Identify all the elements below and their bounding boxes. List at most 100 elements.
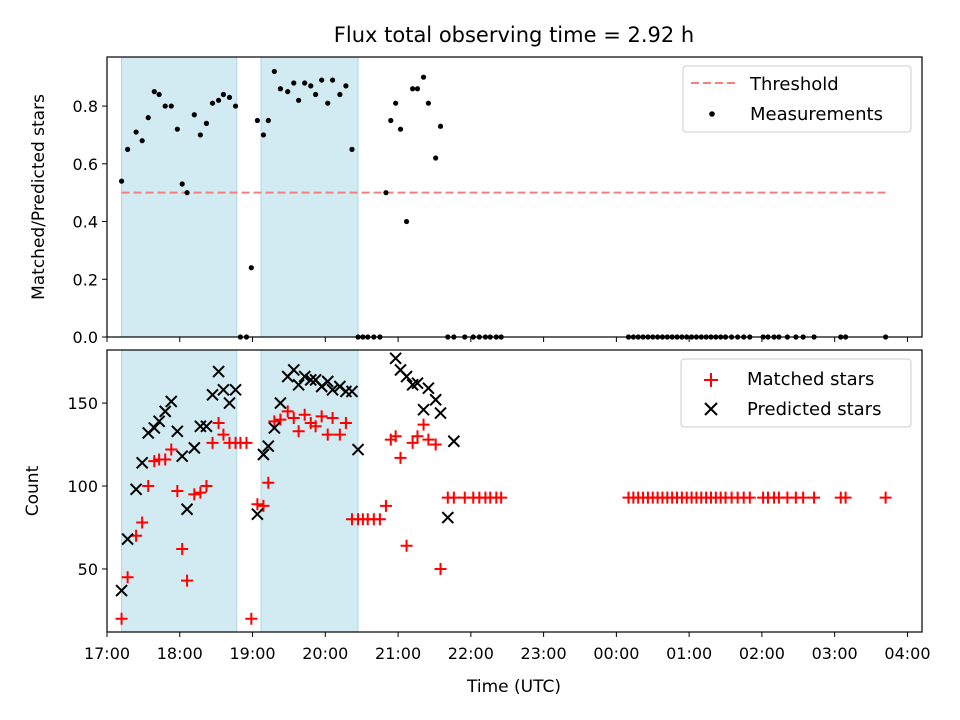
predicted-star-point — [159, 405, 172, 418]
predicted-star-point — [298, 370, 311, 383]
measurement-point — [118, 178, 125, 184]
predicted-star-point — [171, 425, 184, 438]
matched-star-point — [495, 491, 508, 504]
y-tick-label: 100 — [67, 477, 98, 496]
measurement-point — [403, 218, 410, 225]
x-tick-label: 17:00 — [84, 644, 130, 663]
predicted-star-point — [326, 383, 339, 397]
legend-matched-label: Matched stars — [747, 369, 874, 390]
matched-star-point — [434, 562, 447, 575]
matched-star-point — [206, 436, 219, 449]
measurement-point — [414, 86, 421, 92]
measurement-point — [388, 117, 394, 124]
matched-star-point — [274, 413, 287, 426]
matched-stars-points — [115, 405, 892, 625]
top-y-axis-label: Matched/Predicted stars — [29, 94, 49, 300]
legend-measurements-swatch — [709, 111, 715, 117]
y-tick-label: 0.0 — [73, 328, 98, 347]
top-observing-windows — [121, 56, 359, 338]
measurement-point — [254, 117, 260, 124]
matched-star-point — [315, 410, 328, 423]
predicted-star-point — [115, 584, 128, 597]
matched-star-point — [298, 408, 311, 421]
measurement-point — [209, 100, 216, 106]
matched-star-point — [287, 412, 300, 425]
measurement-point — [215, 97, 222, 103]
top-legend-box — [682, 65, 912, 133]
predicted-star-point — [400, 370, 413, 383]
predicted-star-point — [212, 365, 225, 378]
measurement-point — [383, 190, 389, 196]
measurement-point — [156, 91, 162, 98]
top-panel: 0.00.20.40.60.8 Matched/Predicted stars … — [29, 56, 923, 347]
observing-window — [260, 349, 359, 633]
matched-star-point — [212, 416, 225, 429]
measurement-point — [145, 115, 151, 121]
measurement-point — [162, 103, 168, 109]
matched-star-point — [171, 485, 184, 497]
measurement-point — [302, 80, 308, 86]
measurement-point — [260, 132, 267, 138]
measurement-point — [313, 91, 319, 98]
measurement-point — [133, 129, 139, 135]
measurement-point — [197, 132, 203, 138]
predicted-star-point — [292, 378, 305, 392]
matched-star-point — [309, 420, 322, 433]
measurement-point — [168, 103, 174, 109]
top-axes-frame — [106, 56, 923, 338]
matched-star-point — [251, 498, 264, 511]
measurement-point — [437, 123, 444, 129]
matched-star-point — [389, 430, 402, 443]
legend-threshold-label: Threshold — [749, 74, 839, 95]
predicted-star-point — [217, 383, 230, 397]
measurement-point — [139, 138, 145, 144]
predicted-star-point — [429, 393, 442, 406]
matched-star-point — [743, 491, 756, 504]
top-y-ticks: 0.0 0.2 0.4 0.6 0.8 — [73, 97, 107, 347]
x-axis-label: Time (UTC) — [466, 677, 561, 697]
measurement-point — [174, 126, 180, 132]
matched-star-point — [245, 612, 258, 625]
predicted-star-point — [268, 421, 281, 435]
measurement-point — [393, 100, 399, 106]
matched-star-point — [333, 428, 346, 441]
predicted-star-point — [121, 532, 134, 546]
predicted-star-point — [148, 421, 161, 435]
matched-star-point — [879, 491, 892, 504]
measurement-point — [265, 117, 271, 124]
x-tick-label: 00:00 — [593, 644, 639, 663]
top-legend: Threshold Measurements — [682, 65, 912, 133]
bottom-legend-box — [680, 358, 912, 428]
matched-star-point — [188, 488, 201, 501]
predicted-star-point — [200, 420, 213, 433]
matched-star-point — [217, 428, 230, 441]
top-x-ticks — [106, 337, 908, 342]
predicted-star-point — [262, 440, 275, 453]
predicted-star-point — [229, 383, 242, 397]
measurement-point — [125, 146, 131, 152]
matched-star-point — [373, 513, 386, 526]
matched-star-point — [339, 416, 352, 429]
predicted-star-point — [351, 443, 365, 456]
x-tick-label: 03:00 — [812, 644, 858, 663]
matched-star-point — [839, 491, 852, 504]
y-tick-label: 150 — [67, 394, 98, 413]
y-tick-label: 0.6 — [73, 155, 98, 174]
x-tick-label: 22:00 — [448, 644, 494, 663]
measurement-point — [325, 100, 331, 106]
predicted-star-point — [257, 448, 270, 461]
predicted-star-point — [152, 415, 166, 428]
bottom-y-ticks: 50 100 150 — [67, 394, 107, 579]
measurement-point — [420, 74, 427, 80]
matched-star-point — [429, 438, 442, 451]
predicted-star-point — [251, 508, 264, 521]
measurement-point — [410, 86, 416, 92]
matched-star-point — [447, 491, 460, 504]
matched-star-point — [194, 486, 207, 499]
matched-star-point — [411, 430, 424, 443]
predicted-star-point — [441, 511, 455, 524]
measurement-point — [337, 91, 343, 98]
matched-star-point — [200, 480, 213, 493]
matched-star-point — [257, 499, 270, 512]
